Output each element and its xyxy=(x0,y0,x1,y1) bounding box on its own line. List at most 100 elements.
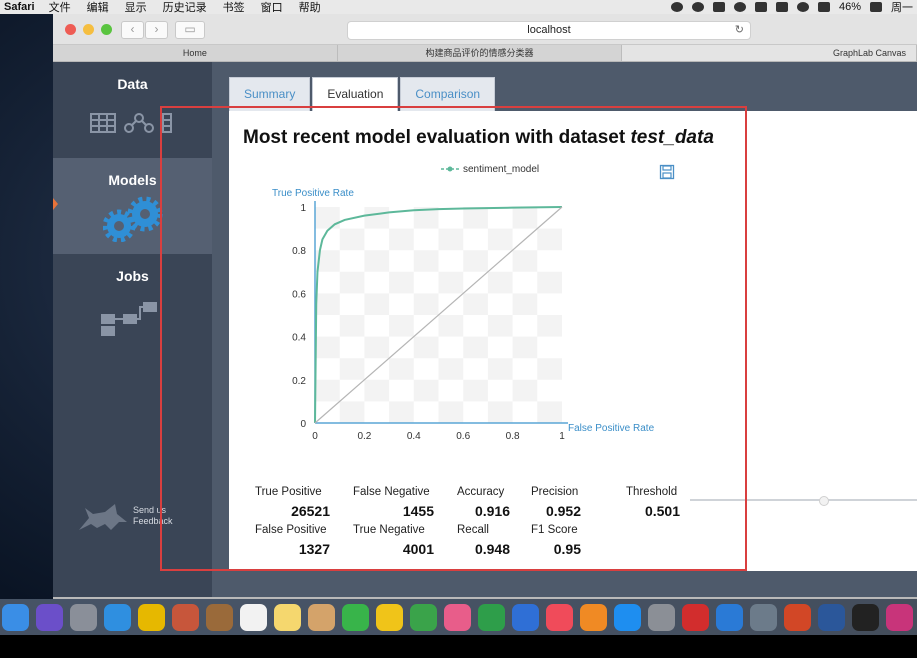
menu-file[interactable]: 文件 xyxy=(48,2,71,14)
keynote-icon[interactable] xyxy=(512,603,539,631)
preview-icon[interactable] xyxy=(172,603,199,631)
terminal-icon[interactable] xyxy=(852,603,879,631)
calendar-icon[interactable] xyxy=(240,603,267,631)
numbers-icon[interactable] xyxy=(478,603,505,631)
menu-window[interactable]: 窗口 xyxy=(260,2,283,14)
notes-icon[interactable] xyxy=(274,603,301,631)
settings-icon[interactable] xyxy=(648,603,675,631)
browser-tabs: Home 构建商品评价的情感分类器 GraphLab Canvas xyxy=(53,45,917,62)
minimize-window-button[interactable] xyxy=(83,24,94,35)
finder-icon[interactable] xyxy=(2,603,29,631)
app-menu[interactable]: Safari xyxy=(4,1,35,13)
wechat-icon[interactable] xyxy=(754,2,767,12)
facetime-icon[interactable] xyxy=(410,603,437,631)
title-prefix: Most recent model evaluation with datase… xyxy=(243,127,631,148)
clock[interactable]: 周一 xyxy=(891,2,913,14)
books-icon[interactable] xyxy=(580,603,607,631)
chrome-icon[interactable] xyxy=(138,603,165,631)
browser-tab-graphlab[interactable]: GraphLab Canvas xyxy=(622,45,917,61)
appstore-icon[interactable] xyxy=(614,603,641,631)
battery-percent[interactable]: 46% xyxy=(838,1,861,13)
feedback-link[interactable] xyxy=(75,500,131,539)
sidebar-item-label: Data xyxy=(117,76,148,92)
record-icon[interactable] xyxy=(670,2,683,12)
legend-label: sentiment_model xyxy=(463,164,539,175)
grid-cell xyxy=(463,207,488,229)
save-icon[interactable] xyxy=(659,164,675,180)
dock xyxy=(0,599,917,635)
grid-cell xyxy=(364,293,390,315)
photos-icon[interactable] xyxy=(444,603,471,631)
siri-icon[interactable] xyxy=(36,603,63,631)
contacts-icon[interactable] xyxy=(308,603,335,631)
status-tray: 46% 周一 xyxy=(670,0,913,14)
grid-cell xyxy=(364,379,390,402)
compass-icon[interactable] xyxy=(691,2,704,12)
feedback-line-1: Send us xyxy=(133,505,167,515)
grid-cell xyxy=(438,401,464,423)
sidebar-item-label: Models xyxy=(108,172,157,188)
stickies-icon[interactable] xyxy=(376,603,403,631)
dataset-name: test_data xyxy=(630,127,714,148)
menu-edit[interactable]: 编辑 xyxy=(86,2,109,14)
sidebar-item-jobs[interactable]: Jobs xyxy=(53,254,212,350)
volume-icon[interactable] xyxy=(817,2,830,12)
grid-cell xyxy=(463,379,488,402)
active-indicator xyxy=(53,198,58,210)
cloud-icon[interactable] xyxy=(733,2,746,12)
forward-button[interactable]: › xyxy=(145,21,168,39)
menu-view[interactable]: 显示 xyxy=(124,2,147,14)
notebook-icon[interactable] xyxy=(206,603,233,631)
grid-cell xyxy=(487,401,513,423)
edge-icon[interactable] xyxy=(716,603,743,631)
grid-cell xyxy=(339,228,365,251)
send-icon[interactable] xyxy=(712,2,725,12)
sidebar-toggle-icon[interactable]: ▭ xyxy=(175,21,205,39)
launchpad-icon[interactable] xyxy=(70,603,97,631)
sidebar-item-data[interactable]: Data xyxy=(53,62,212,158)
close-window-button[interactable] xyxy=(65,24,76,35)
x-tick-label: 1 xyxy=(559,431,565,442)
grid-cell xyxy=(537,271,562,294)
netease-icon[interactable] xyxy=(682,603,709,631)
threshold-slider-handle[interactable] xyxy=(819,496,829,506)
back-button[interactable]: ‹ xyxy=(121,21,144,39)
messages-icon[interactable] xyxy=(342,603,369,631)
grid-cell xyxy=(512,250,538,272)
safari-icon[interactable] xyxy=(104,603,131,631)
zoom-window-button[interactable] xyxy=(101,24,112,35)
wifi-icon[interactable] xyxy=(796,2,809,12)
main-content: Summary Evaluation Comparison Most recen… xyxy=(212,62,917,597)
browser-tab-home[interactable]: Home xyxy=(53,45,338,61)
menu-help[interactable]: 帮助 xyxy=(298,2,321,14)
graphlab-icon[interactable] xyxy=(886,603,913,631)
address-bar[interactable]: localhost ↻ xyxy=(347,21,751,40)
y-tick-label: 0.2 xyxy=(292,376,306,387)
threshold-slider-track[interactable] xyxy=(690,499,917,501)
feedback-text[interactable]: Send us Feedback xyxy=(133,505,173,527)
horizontal-scrollbar[interactable] xyxy=(53,597,917,599)
bluetooth-icon[interactable] xyxy=(775,2,788,12)
grid-cell xyxy=(339,358,365,380)
grid-cell xyxy=(413,379,439,402)
jobs-flow-icon xyxy=(101,302,157,336)
powerpoint-icon[interactable] xyxy=(784,603,811,631)
threshold-label: Threshold xyxy=(626,486,678,498)
f1-score-value: 0.95 xyxy=(553,541,581,557)
browser-tab-notebook[interactable]: 构建商品评价的情感分类器 xyxy=(338,45,623,61)
menu-bookmarks[interactable]: 书签 xyxy=(222,2,245,14)
image-capture-icon[interactable] xyxy=(750,603,777,631)
music-icon[interactable] xyxy=(546,603,573,631)
grid-cell xyxy=(413,207,439,229)
menu-history[interactable]: 历史记录 xyxy=(162,2,207,14)
reload-icon[interactable]: ↻ xyxy=(734,24,744,36)
input-method-icon[interactable] xyxy=(870,2,882,12)
grid-cell xyxy=(413,336,439,359)
sidebar-item-models[interactable]: Models xyxy=(53,158,212,254)
legend-marker xyxy=(447,166,453,172)
x-tick-label: 0.2 xyxy=(357,431,371,442)
grid-cell xyxy=(389,401,414,423)
word-icon[interactable] xyxy=(818,603,845,631)
gears-icon xyxy=(103,196,163,242)
grid-cell xyxy=(389,228,414,251)
